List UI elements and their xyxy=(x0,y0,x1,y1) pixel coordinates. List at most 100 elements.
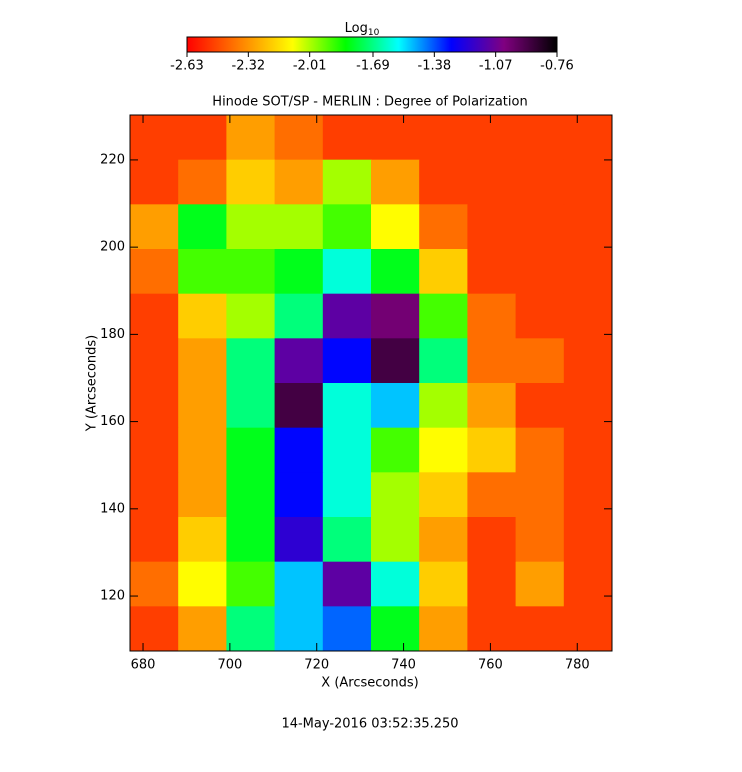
heatmap-cell xyxy=(371,517,420,563)
heatmap-cell xyxy=(130,249,179,295)
heatmap-cell xyxy=(467,383,517,429)
heatmap-cell xyxy=(371,159,420,205)
heatmap-cell xyxy=(178,383,227,429)
colorbar-tick-label: -2.01 xyxy=(293,59,327,74)
heatmap-cell xyxy=(563,204,613,250)
heatmap-cell xyxy=(274,159,324,205)
heatmap-cell xyxy=(467,159,517,205)
y-tick-label: 180 xyxy=(100,327,125,342)
y-tick-label: 220 xyxy=(100,152,125,167)
heatmap-cell xyxy=(467,472,517,518)
heatmap-cell xyxy=(467,338,517,384)
heatmap-cell xyxy=(178,115,227,161)
heatmap-cell xyxy=(322,249,372,295)
heatmap-cell xyxy=(515,427,565,473)
heatmap-cell xyxy=(419,338,468,384)
heatmap-cell xyxy=(515,293,565,339)
heatmap-cell xyxy=(226,517,276,563)
heatmap-cell xyxy=(563,293,613,339)
y-tick-label: 160 xyxy=(100,414,125,429)
heatmap-cell xyxy=(515,561,565,607)
heatmap-cell xyxy=(130,427,179,473)
heatmap-cell xyxy=(274,204,324,250)
heatmap-cell xyxy=(130,561,179,607)
colorbar-tick-label: -2.63 xyxy=(170,59,204,74)
heatmap-cell xyxy=(467,249,517,295)
heatmap-cell xyxy=(130,383,179,429)
image xyxy=(130,115,613,652)
heatmap-cell xyxy=(130,159,179,205)
heatmap-cell xyxy=(130,204,179,250)
heatmap-cell xyxy=(467,606,517,652)
x-axis-label: X (Arcseconds) xyxy=(321,676,418,691)
heatmap-cell xyxy=(322,115,372,161)
heatmap-cell xyxy=(226,249,276,295)
heatmap-cell xyxy=(371,383,420,429)
heatmap-cell xyxy=(274,517,324,563)
heatmap-cell xyxy=(274,427,324,473)
heatmap-cell xyxy=(178,159,227,205)
heatmap-cell xyxy=(467,427,517,473)
heatmap-cell xyxy=(226,159,276,205)
heatmap-cell xyxy=(563,383,613,429)
heatmap-cell xyxy=(371,293,420,339)
heatmap-cell xyxy=(274,249,324,295)
heatmap-cell xyxy=(226,204,276,250)
heatmap-cell xyxy=(515,159,565,205)
heatmap-cell xyxy=(274,606,324,652)
colorbar-tick-label: -1.69 xyxy=(356,59,390,74)
heatmap-cell xyxy=(419,159,468,205)
heatmap-cell xyxy=(563,561,613,607)
heatmap-cell xyxy=(419,293,468,339)
colorbar-tick-label: -0.76 xyxy=(540,59,574,74)
colorbar xyxy=(186,36,558,53)
heatmap-cell xyxy=(274,338,324,384)
colorbar-label: Log10 xyxy=(345,21,380,38)
heatmap-cell xyxy=(515,204,565,250)
heatmap-cell xyxy=(515,472,565,518)
y-tick-label: 120 xyxy=(100,589,125,604)
heatmap-cell xyxy=(322,159,372,205)
heatmap-cell xyxy=(515,338,565,384)
heatmap-cell xyxy=(322,517,372,563)
heatmap-cell xyxy=(274,383,324,429)
heatmap-cell xyxy=(226,472,276,518)
x-tick-label: 680 xyxy=(131,658,156,673)
colorbar-label-sub: 10 xyxy=(368,28,380,38)
heatmap-cell xyxy=(467,293,517,339)
y-tick-label: 200 xyxy=(100,240,125,255)
y-axis-label: Y (Arcseconds) xyxy=(85,335,100,432)
heatmap-cell xyxy=(226,606,276,652)
heatmap-cell xyxy=(130,338,179,384)
heatmap-cell xyxy=(371,606,420,652)
heatmap-cell xyxy=(371,204,420,250)
heatmap-cell xyxy=(130,293,179,339)
colorbar-tick-label: -1.07 xyxy=(479,59,513,74)
heatmap-cell xyxy=(371,115,420,161)
heatmap-cell xyxy=(467,204,517,250)
heatmap-cell xyxy=(371,427,420,473)
heatmap-cell xyxy=(130,606,179,652)
heatmap-cell xyxy=(419,472,468,518)
heatmap-cell xyxy=(322,606,372,652)
colorbar-tick-label: -1.38 xyxy=(418,59,452,74)
heatmap-cell xyxy=(371,561,420,607)
heatmap-cell xyxy=(467,115,517,161)
heatmap-cell xyxy=(419,517,468,563)
heatmap-cell xyxy=(130,517,179,563)
heatmap-cell xyxy=(178,249,227,295)
heatmap-cell xyxy=(178,472,227,518)
heatmap-cell xyxy=(226,427,276,473)
heatmap-cell xyxy=(371,249,420,295)
heatmap-cell xyxy=(178,293,227,339)
heatmap-cell xyxy=(563,249,613,295)
x-tick-label: 760 xyxy=(478,658,503,673)
heatmap-cell xyxy=(178,606,227,652)
heatmap-cell xyxy=(467,561,517,607)
heatmap-cell xyxy=(322,561,372,607)
heatmap-cell xyxy=(274,561,324,607)
x-tick-label: 780 xyxy=(565,658,590,673)
heatmap-cell xyxy=(419,383,468,429)
